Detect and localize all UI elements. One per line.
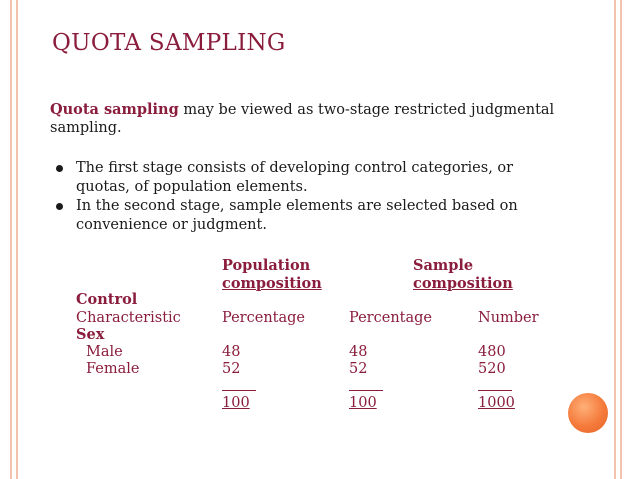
- intro-paragraph: Quota sampling may be viewed as two-stag…: [50, 101, 570, 137]
- col-header-population-percentage: Percentage: [222, 310, 305, 326]
- intro-term: Quota sampling: [50, 101, 179, 118]
- total-pop-pct: 100: [222, 395, 250, 411]
- left-frame-border: [10, 0, 18, 479]
- cell-female-sample-pct: 52: [349, 361, 368, 377]
- total-sample-pct: 100: [349, 395, 377, 411]
- col-header-number: Number: [478, 310, 539, 326]
- row-label-male: Male: [86, 344, 123, 360]
- bullet-text: The first stage consists of developing c…: [76, 160, 514, 195]
- bullet-list: The first stage consists of developing c…: [50, 159, 570, 235]
- cell-male-number: 480: [478, 344, 506, 360]
- characteristic-label: Characteristic: [76, 310, 181, 326]
- cell-male-pop-pct: 48: [222, 344, 241, 360]
- total-rule-sample: [349, 390, 383, 391]
- population-header-line2: composition: [222, 275, 322, 292]
- sex-label: Sex: [76, 326, 105, 343]
- bullet-item: The first stage consists of developing c…: [50, 159, 570, 197]
- total-rule-pop: [222, 390, 256, 391]
- bullet-item: In the second stage, sample elements are…: [50, 197, 570, 235]
- col-header-sample-percentage: Percentage: [349, 310, 432, 326]
- cell-female-number: 520: [478, 361, 506, 377]
- total-number: 1000: [478, 395, 515, 411]
- intro-text: may be viewed as two-stage restricted ju…: [50, 102, 555, 136]
- population-header: Population composition: [222, 257, 322, 293]
- control-label: Control: [76, 291, 138, 308]
- cell-female-pop-pct: 52: [222, 361, 241, 377]
- slide-title: QUOTA SAMPLING: [52, 30, 286, 56]
- sample-header-line2: composition: [413, 275, 513, 292]
- sample-header: Sample composition: [413, 257, 513, 293]
- bullet-dot-icon: [56, 165, 63, 172]
- population-header-line1: Population: [222, 257, 311, 274]
- total-rule-number: [478, 390, 512, 391]
- bullet-dot-icon: [56, 203, 63, 210]
- sample-header-line1: Sample: [413, 257, 474, 274]
- orange-circle-decoration: [568, 393, 608, 433]
- right-frame-border: [614, 0, 622, 479]
- bullet-text: In the second stage, sample elements are…: [76, 198, 518, 233]
- cell-male-sample-pct: 48: [349, 344, 368, 360]
- row-label-female: Female: [86, 361, 140, 377]
